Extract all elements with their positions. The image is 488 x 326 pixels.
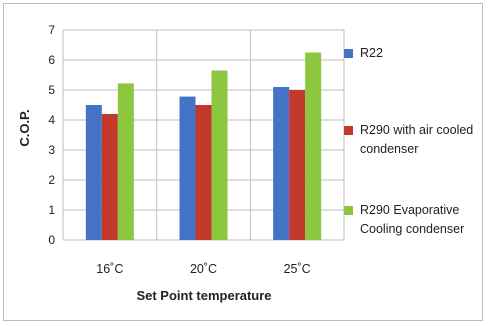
x-tick-label: 25˚C	[284, 262, 311, 276]
bars-group	[85, 52, 322, 241]
y-tick-label: 2	[48, 173, 55, 187]
bar-0-2	[117, 83, 134, 241]
legend-swatch-r22	[344, 49, 353, 58]
y-tick-label: 3	[48, 143, 55, 157]
y-tick-label: 5	[48, 83, 55, 97]
bar-1-2	[211, 70, 228, 240]
x-tick-label: 20˚C	[190, 262, 217, 276]
x-tick-label: 16˚C	[96, 262, 123, 276]
x-axis-label: Set Point temperature	[136, 288, 271, 303]
legend-label-r22: R22	[360, 46, 383, 60]
y-tick-label: 4	[48, 113, 55, 127]
y-axis-label: C.O.P.	[17, 109, 32, 146]
chart-frame	[3, 3, 483, 321]
legend: R22 R290 with air cooled condenser R290 …	[344, 0, 488, 326]
bar-0-1	[101, 114, 118, 240]
bar-0-0	[85, 105, 102, 240]
legend-label-r290-evap: R290 Evaporative Cooling condenser	[360, 203, 465, 236]
y-tick-label: 1	[48, 203, 55, 217]
y-tick-label: 0	[48, 233, 55, 247]
legend-swatch-r290-air	[344, 126, 353, 135]
bar-1-1	[195, 105, 212, 240]
y-tick-label: 7	[48, 23, 55, 37]
bar-1-0	[179, 96, 196, 240]
bar-2-2	[305, 52, 322, 240]
bar-2-1	[289, 90, 306, 240]
legend-swatch-r290-evap	[344, 206, 353, 215]
y-tick-labels: 0 1 2 3 4 5 6 7	[48, 23, 55, 247]
legend-label-r290-air: R290 with air cooled condenser	[360, 123, 474, 156]
x-tick-labels: 16˚C 20˚C 25˚C	[96, 262, 310, 276]
y-tick-label: 6	[48, 53, 55, 67]
bar-2-0	[273, 87, 290, 240]
